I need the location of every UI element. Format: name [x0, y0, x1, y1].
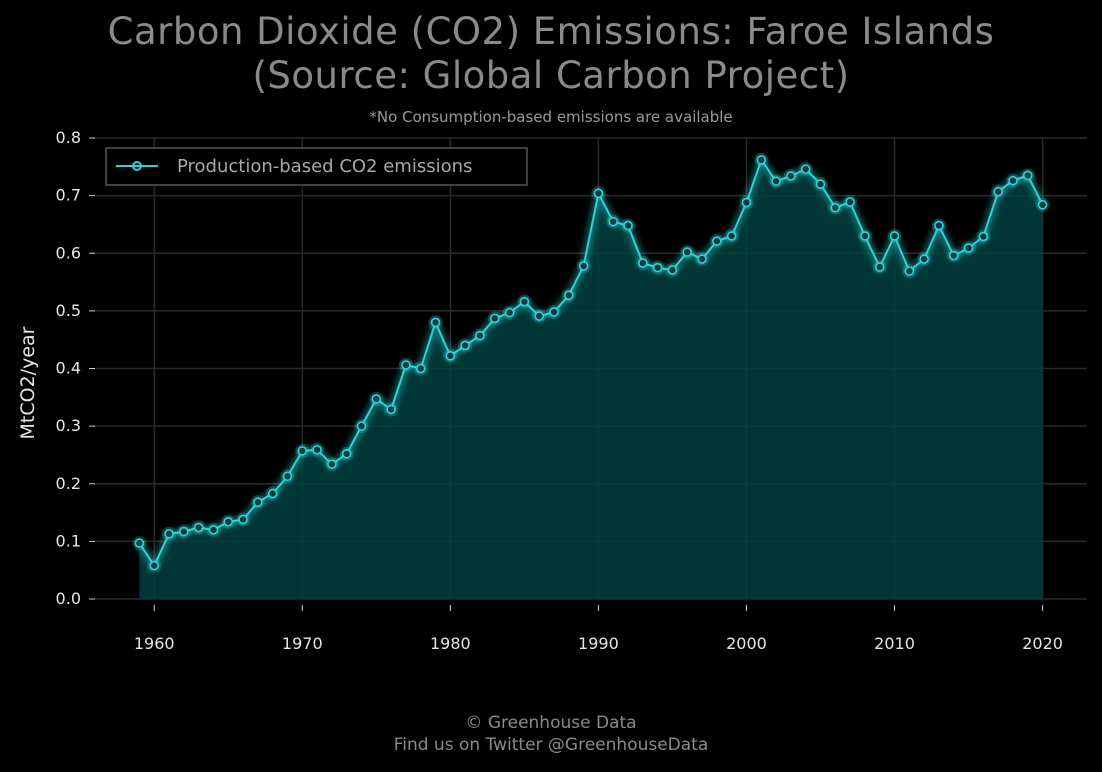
- x-tick-label: 2010: [874, 634, 915, 653]
- y-axis-label: MtCO2/year: [17, 326, 39, 439]
- data-point: [919, 254, 929, 264]
- data-point: [179, 526, 189, 537]
- data-point: [726, 231, 737, 241]
- data-point: [356, 421, 367, 431]
- data-point: [845, 197, 855, 207]
- series-line: [138, 158, 1044, 567]
- data-point: [652, 262, 663, 273]
- area-layer: [139, 159, 1043, 599]
- y-tick-label: 0.4: [56, 359, 81, 378]
- data-point: [934, 220, 944, 231]
- data-point: [815, 179, 826, 189]
- data-point: [741, 197, 752, 208]
- data-point: [401, 360, 411, 370]
- data-point: [563, 290, 574, 301]
- data-point: [460, 340, 470, 351]
- data-point: [253, 497, 263, 507]
- data-point: [756, 155, 767, 165]
- data-point: [948, 250, 959, 261]
- legend: Production-based CO2 emissions: [105, 147, 528, 186]
- y-tick-label: 0.8: [56, 128, 81, 147]
- y-tick-label: 0.6: [56, 243, 81, 262]
- data-point: [623, 220, 633, 231]
- data-point: [267, 488, 278, 499]
- x-tick-label: 1990: [578, 634, 619, 653]
- chart-subtitle: *No Consumption-based emissions are avai…: [369, 108, 733, 126]
- y-tick-label: 0.0: [56, 589, 81, 608]
- data-point: [489, 313, 500, 324]
- data-point: [282, 471, 293, 482]
- y-tick-label: 0.5: [56, 301, 81, 320]
- data-point: [430, 317, 441, 328]
- data-point: [638, 258, 648, 268]
- x-tick-label: 1980: [430, 634, 471, 653]
- data-point: [193, 522, 204, 533]
- data-point: [608, 216, 619, 227]
- data-point: [889, 231, 900, 241]
- data-point: [874, 262, 885, 272]
- data-point: [904, 266, 915, 276]
- y-tick-label: 0.3: [56, 416, 81, 435]
- y-tick-label: 0.7: [56, 186, 81, 205]
- y-tick-label: 0.1: [56, 531, 81, 550]
- data-point: [593, 188, 604, 199]
- data-point: [963, 243, 974, 253]
- x-tick-label: 2000: [726, 634, 767, 653]
- axes-layer: 0.0 0.1 0.2 0.3 0.4 0.5 0.6 0.7 0.8 1960 1970 1980 1…: [56, 128, 1063, 653]
- data-point: [475, 330, 485, 341]
- legend-box: [105, 147, 528, 186]
- data-point: [134, 538, 145, 548]
- data-point: [667, 265, 678, 275]
- data-point: [297, 446, 308, 456]
- data-point: [712, 236, 722, 246]
- data-point: [549, 307, 559, 317]
- data-point: [771, 176, 781, 187]
- data-point: [149, 560, 160, 571]
- y-tick-label: 0.2: [56, 474, 81, 493]
- data-point: [223, 516, 234, 527]
- data-point: [682, 247, 693, 257]
- data-point: [519, 296, 530, 307]
- data-point: [993, 186, 1003, 197]
- data-point: [445, 351, 456, 361]
- data-point: [800, 164, 811, 174]
- data-point: [1022, 170, 1033, 181]
- data-point: [386, 404, 396, 415]
- series-layer: [132, 152, 1050, 573]
- chart-title-line-2: (Source: Global Carbon Project): [252, 54, 850, 97]
- data-point: [415, 363, 426, 374]
- data-point: [534, 311, 544, 321]
- data-point: [1037, 200, 1048, 210]
- legend-label: Production-based CO2 emissions: [177, 156, 472, 177]
- data-point: [860, 231, 870, 241]
- data-point: [312, 444, 322, 455]
- data-point: [830, 202, 841, 213]
- chart-title-line-1: Carbon Dioxide (CO2) Emissions: Faroe Is…: [107, 10, 995, 53]
- legend-marker-swatch: [132, 161, 142, 171]
- data-point: [341, 448, 352, 459]
- data-point: [208, 525, 219, 535]
- data-point: [978, 231, 989, 242]
- data-point: [371, 394, 382, 404]
- data-point: [164, 529, 174, 539]
- data-point: [1008, 175, 1018, 186]
- x-tick-label: 2020: [1022, 634, 1063, 653]
- data-point: [786, 171, 796, 181]
- footer: © Greenhouse Data Find us on Twitter @Gr…: [0, 712, 1102, 756]
- data-point: [504, 307, 515, 318]
- data-point: [238, 514, 248, 525]
- data-point: [327, 459, 337, 469]
- data-point: [697, 254, 707, 264]
- x-tick-label: 1970: [282, 634, 323, 653]
- footer-copyright: © Greenhouse Data: [465, 713, 637, 733]
- area-fill: [139, 159, 1043, 599]
- x-tick-label: 1960: [134, 634, 175, 653]
- chart-title: Carbon Dioxide (CO2) Emissions: Faroe Is…: [0, 10, 1102, 98]
- data-point: [578, 261, 589, 271]
- footer-twitter: Find us on Twitter @GreenhouseData: [393, 735, 709, 755]
